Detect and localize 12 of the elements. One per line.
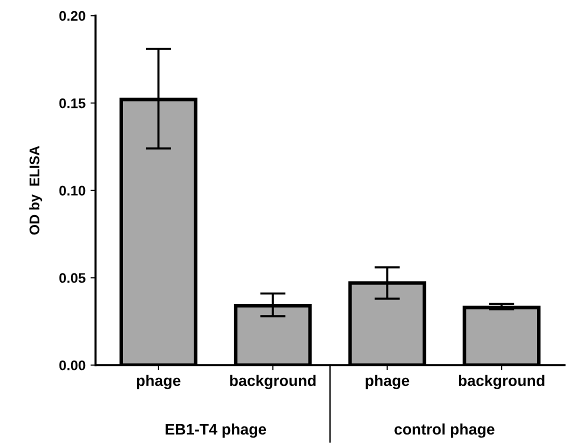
y-tick-label: 0.20 bbox=[59, 11, 86, 21]
x-tick-label: background bbox=[458, 374, 544, 390]
x-tick-label: phage bbox=[366, 374, 410, 390]
text: control phage bbox=[394, 423, 494, 438]
x-tick-label: phage bbox=[136, 374, 180, 390]
y-tick-label: 0.05 bbox=[59, 273, 86, 283]
y-axis-title: OD by ELISA bbox=[29, 146, 42, 235]
text: EB1-T4 phage bbox=[166, 423, 266, 438]
y-tick-label: 0.10 bbox=[59, 186, 86, 196]
y-tick-label: 0.15 bbox=[59, 98, 86, 108]
y-tick-label: 0.00 bbox=[59, 360, 86, 370]
x-tick-label: background bbox=[230, 374, 316, 390]
